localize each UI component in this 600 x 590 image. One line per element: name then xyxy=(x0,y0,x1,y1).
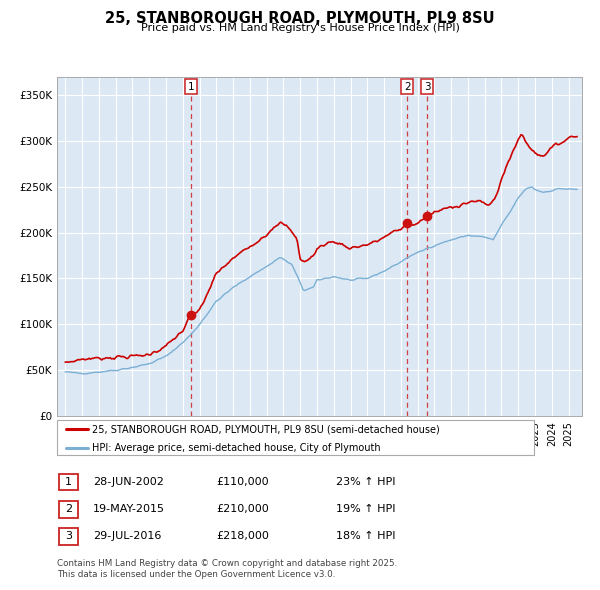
Text: HPI: Average price, semi-detached house, City of Plymouth: HPI: Average price, semi-detached house,… xyxy=(92,444,380,453)
Text: 1: 1 xyxy=(65,477,72,487)
Text: £218,000: £218,000 xyxy=(216,532,269,541)
Text: 2: 2 xyxy=(65,504,72,514)
Bar xyxy=(59,474,78,490)
Text: 28-JUN-2002: 28-JUN-2002 xyxy=(93,477,164,487)
Text: 3: 3 xyxy=(65,532,72,541)
Text: 3: 3 xyxy=(424,82,430,92)
Text: 25, STANBOROUGH ROAD, PLYMOUTH, PL9 8SU (semi-detached house): 25, STANBOROUGH ROAD, PLYMOUTH, PL9 8SU … xyxy=(92,425,440,435)
Text: 19-MAY-2015: 19-MAY-2015 xyxy=(93,504,165,514)
Text: Price paid vs. HM Land Registry's House Price Index (HPI): Price paid vs. HM Land Registry's House … xyxy=(140,23,460,33)
Text: Contains HM Land Registry data © Crown copyright and database right 2025.
This d: Contains HM Land Registry data © Crown c… xyxy=(57,559,397,579)
Text: 2: 2 xyxy=(404,82,410,92)
Text: 19% ↑ HPI: 19% ↑ HPI xyxy=(336,504,395,514)
Text: £210,000: £210,000 xyxy=(216,504,269,514)
Text: 25, STANBOROUGH ROAD, PLYMOUTH, PL9 8SU: 25, STANBOROUGH ROAD, PLYMOUTH, PL9 8SU xyxy=(105,11,495,25)
Text: 29-JUL-2016: 29-JUL-2016 xyxy=(93,532,161,541)
Text: 18% ↑ HPI: 18% ↑ HPI xyxy=(336,532,395,541)
Text: £110,000: £110,000 xyxy=(216,477,269,487)
Text: 23% ↑ HPI: 23% ↑ HPI xyxy=(336,477,395,487)
Bar xyxy=(59,501,78,517)
Text: 1: 1 xyxy=(188,82,194,92)
Bar xyxy=(59,528,78,545)
